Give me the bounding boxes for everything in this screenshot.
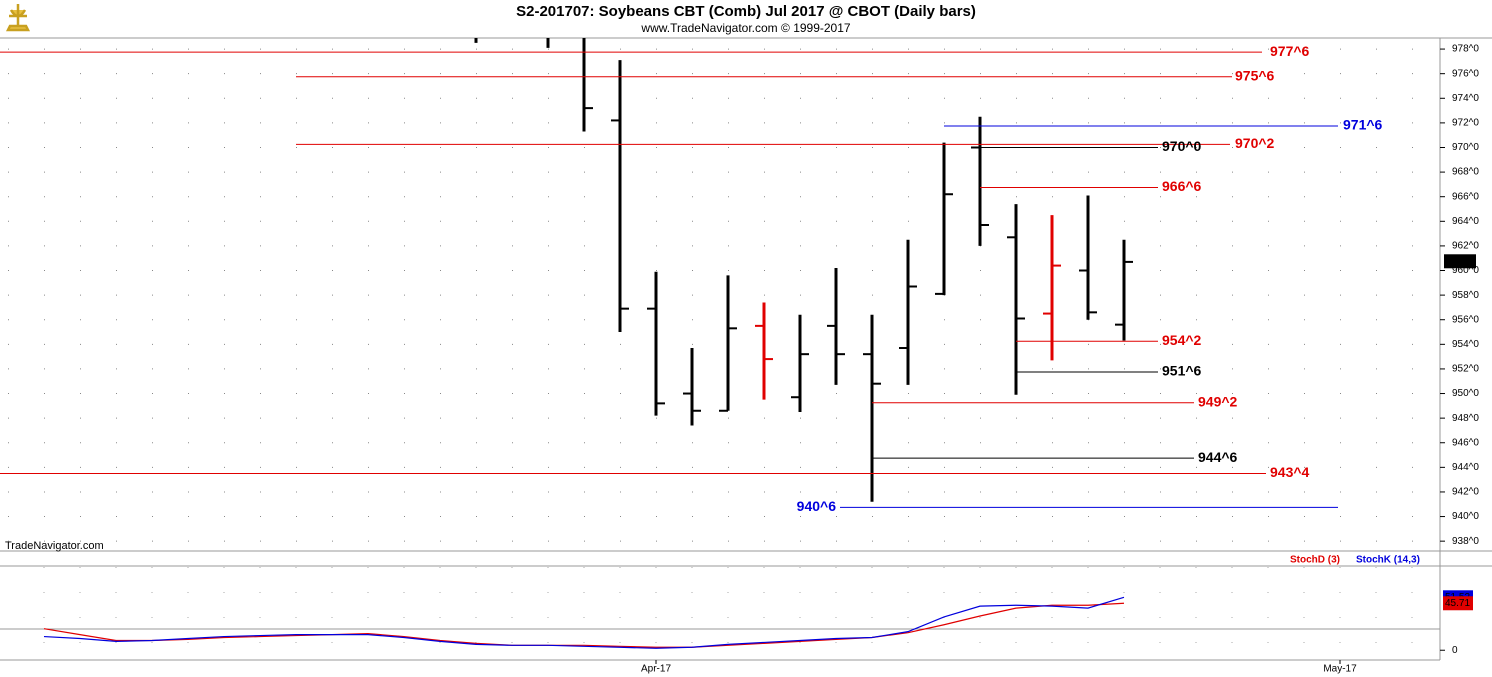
y-tick-label: 952^0 [1452, 364, 1479, 375]
y-tick-label: 956^0 [1452, 314, 1479, 325]
level-label: 975^6 [1235, 67, 1275, 83]
y-tick-label: 966^0 [1452, 191, 1479, 202]
y-tick-label: 940^0 [1452, 511, 1479, 522]
watermark: TradeNavigator.com [5, 540, 104, 552]
y-tick-label: 948^0 [1452, 413, 1479, 424]
y-tick-label: 960^0 [1452, 265, 1479, 276]
level-label: 971^6 [1343, 117, 1383, 133]
stoch-pane [0, 567, 1440, 660]
y-tick-label: 972^0 [1452, 118, 1479, 129]
level-label: 966^6 [1162, 178, 1202, 194]
level-label: 977^6 [1270, 43, 1310, 59]
y-tick-label: 938^0 [1452, 536, 1479, 547]
x-tick-label: May-17 [1323, 664, 1357, 675]
last-price-label: 960^6 [1446, 256, 1473, 267]
labels: 978^0 976^0 974^0 972^0 970^0 968^0 966^0 964^0… [0, 43, 1479, 675]
y-tick-label: 968^0 [1452, 167, 1479, 178]
y-tick-label: 964^0 [1452, 216, 1479, 227]
stoch-line [43, 602, 1125, 648]
logo [5, 4, 31, 32]
y-tick-label: 946^0 [1452, 437, 1479, 448]
chart-title: S2-201707: Soybeans CBT (Comb) Jul 2017 … [516, 3, 976, 20]
x-tick-label: Apr-17 [641, 664, 671, 675]
level-label: 943^4 [1270, 464, 1310, 480]
last-price-box [1444, 254, 1476, 269]
level-label: 944^6 [1198, 449, 1238, 465]
y-tick-label: 944^0 [1452, 462, 1479, 473]
y-tick-label: 954^0 [1452, 339, 1479, 350]
y-tick-label: 970^0 [1452, 142, 1479, 153]
y-tick-label: 962^0 [1452, 241, 1479, 252]
y-tick-label: 0 [1452, 645, 1458, 656]
level-label: 954^2 [1162, 332, 1202, 348]
y-tick-label: 976^0 [1452, 68, 1479, 79]
level-label: 970^0 [1162, 138, 1202, 154]
y-tick-label: 942^0 [1452, 487, 1479, 498]
chart-subtitle: www.TradeNavigator.com © 1999-2017 [640, 21, 850, 35]
level-label: 949^2 [1198, 393, 1238, 409]
y-tick-label: 950^0 [1452, 388, 1479, 399]
y-tick-label: 958^0 [1452, 290, 1479, 301]
value-box [1443, 596, 1473, 611]
y-tick-label: 974^0 [1452, 93, 1479, 104]
level-label: 970^2 [1235, 135, 1275, 151]
stoch-line [43, 596, 1125, 649]
y-tick-label: 978^0 [1452, 44, 1479, 55]
level-label: 940^6 [797, 498, 837, 514]
level-label: 951^6 [1162, 363, 1202, 379]
legend-entry: StochD (3) [1290, 555, 1340, 566]
value-label: 45.71 [1445, 598, 1470, 609]
price-pane [0, 38, 1440, 542]
legend-entry: StochK (14,3) [1356, 555, 1420, 566]
